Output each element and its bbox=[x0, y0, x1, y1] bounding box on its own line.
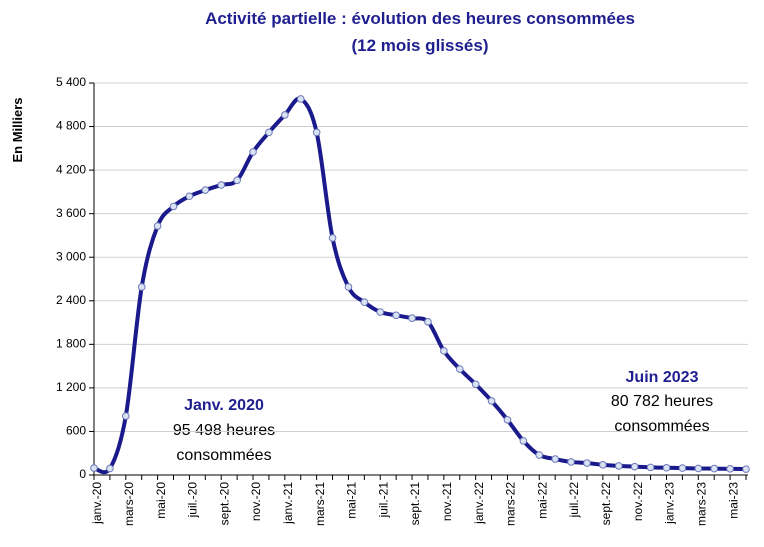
data-point bbox=[344, 283, 353, 291]
data-point bbox=[710, 464, 718, 473]
data-point bbox=[217, 181, 226, 189]
data-point bbox=[201, 186, 210, 194]
x-tick-label: mars-23 bbox=[694, 482, 708, 526]
data-point bbox=[153, 222, 162, 230]
data-point bbox=[535, 451, 544, 459]
y-tick-label: 1 200 bbox=[56, 380, 86, 394]
line bbox=[93, 96, 747, 475]
x-tick-label: mai-23 bbox=[726, 482, 740, 519]
x-tick-label: sept.-21 bbox=[408, 482, 422, 526]
annotation: Juin 2023 bbox=[626, 369, 699, 386]
data-point bbox=[296, 95, 305, 103]
data-point bbox=[328, 234, 337, 242]
annotation: Janv. 2020 bbox=[184, 397, 264, 414]
x-tick-label: mars-20 bbox=[122, 482, 136, 526]
data-point bbox=[630, 462, 639, 471]
x-tick-label: mai-20 bbox=[154, 482, 168, 519]
data-point bbox=[487, 397, 496, 405]
x-tick-label: janv.-23 bbox=[663, 482, 677, 525]
data-point bbox=[567, 458, 575, 466]
data-point bbox=[726, 465, 734, 473]
data-point bbox=[471, 380, 480, 389]
data-point bbox=[742, 465, 750, 473]
x-tick-label: mars-22 bbox=[504, 482, 518, 526]
data-point bbox=[519, 437, 528, 445]
y-tick-label: 3 600 bbox=[56, 206, 86, 220]
data-point bbox=[169, 202, 178, 211]
data-point bbox=[614, 462, 623, 470]
y-tick-label: 4 200 bbox=[56, 162, 86, 176]
y-tick-label: 1 800 bbox=[56, 337, 86, 351]
y-tick-label: 600 bbox=[66, 424, 86, 438]
chart-title: Activité partielle : évolution des heure… bbox=[205, 9, 635, 28]
y-tick-label: 2 400 bbox=[56, 293, 86, 307]
annotation: 95 498 heures bbox=[173, 422, 275, 439]
data-point bbox=[312, 128, 321, 137]
data-point bbox=[137, 283, 146, 291]
data-point bbox=[440, 347, 448, 355]
annotation: consommées bbox=[614, 418, 709, 435]
data-point bbox=[265, 128, 273, 137]
x-tick-label: nov.-22 bbox=[631, 482, 645, 521]
x-tick-label: juil.-21 bbox=[376, 482, 390, 519]
data-point bbox=[376, 308, 385, 316]
x-tick-label: mai-21 bbox=[345, 482, 359, 519]
data-point bbox=[281, 111, 289, 119]
x-tick-label: sept.-20 bbox=[217, 482, 231, 526]
data-point bbox=[599, 461, 607, 469]
x-tick-label: sept.-22 bbox=[599, 482, 613, 526]
x-tick-label: janv.-21 bbox=[281, 482, 295, 525]
y-tick-label: 3 000 bbox=[56, 249, 86, 263]
data-point bbox=[408, 314, 416, 323]
data-point bbox=[662, 463, 671, 472]
y-tick-label: 4 800 bbox=[56, 119, 86, 133]
data-point bbox=[551, 455, 559, 463]
x-tick-label: mai-22 bbox=[535, 482, 549, 519]
data-point bbox=[233, 176, 241, 185]
data-point bbox=[455, 365, 464, 373]
data-point bbox=[122, 412, 130, 420]
y-tick-label: 0 bbox=[79, 467, 86, 481]
data-point bbox=[424, 318, 432, 326]
x-tick-label: janv.-22 bbox=[472, 482, 486, 525]
x-tick-label: nov.-21 bbox=[440, 482, 454, 521]
x-tick-label: nov.-20 bbox=[249, 482, 263, 521]
y-axis-label: En Milliers bbox=[10, 97, 25, 162]
data-point bbox=[392, 311, 400, 320]
data-point bbox=[583, 459, 591, 467]
annotation: consommées bbox=[176, 447, 271, 464]
x-tick-label: juil.-22 bbox=[567, 482, 581, 519]
data-point bbox=[185, 192, 194, 201]
data-point bbox=[678, 464, 687, 472]
data-point bbox=[90, 464, 98, 472]
annotation: 80 782 heures bbox=[611, 393, 713, 410]
data-point bbox=[646, 463, 655, 472]
data-point bbox=[694, 464, 703, 473]
data-point bbox=[360, 298, 369, 307]
y-tick-label: 5 400 bbox=[56, 75, 86, 89]
x-tick-label: juil.-20 bbox=[186, 482, 200, 519]
data-point bbox=[503, 416, 512, 424]
data-point bbox=[249, 148, 257, 156]
x-tick-label: mars-21 bbox=[313, 482, 327, 526]
chart-subtitle: (12 mois glissés) bbox=[351, 36, 488, 55]
data-point bbox=[106, 464, 114, 473]
x-tick-label: janv.-20 bbox=[90, 482, 104, 525]
